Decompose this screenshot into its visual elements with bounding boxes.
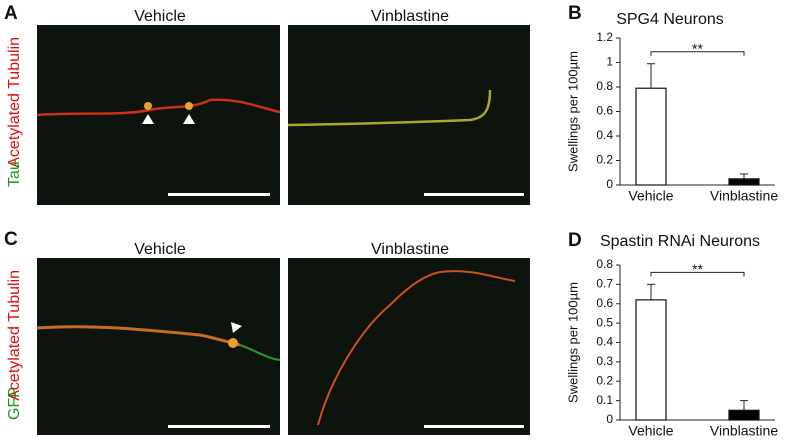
significance-bracket — [650, 271, 745, 277]
y-tick-label: 0.6 — [596, 296, 613, 310]
y-tick-label: 0.2 — [596, 153, 613, 167]
stain-red: Acetylated Tubulin — [6, 270, 23, 401]
x-tick-label: Vinblastine — [710, 188, 778, 204]
neurite — [287, 89, 492, 127]
stain-green: GFP — [6, 387, 23, 420]
panel-label: C — [4, 229, 18, 250]
y-tick-label: 0.8 — [596, 257, 613, 271]
condition-title: Vehicle — [134, 8, 186, 25]
panel-label: A — [4, 3, 18, 24]
significance-label: ** — [692, 261, 703, 277]
stain-label: Acetylated TubulinTau — [6, 37, 23, 187]
bar — [728, 178, 760, 186]
neurite — [317, 270, 516, 426]
stain-green: Tau — [6, 161, 23, 187]
neurite — [36, 98, 281, 117]
neurite — [36, 325, 241, 347]
chart-title: SPG4 Neurons — [616, 11, 724, 28]
swelling — [185, 102, 193, 110]
significance-label: ** — [692, 40, 703, 56]
y-tick-label: 0.4 — [596, 128, 613, 142]
scale-bar — [424, 425, 524, 428]
chart-title: Spastin RNAi Neurons — [600, 233, 760, 250]
x-tick-label: Vehicle — [628, 423, 673, 439]
y-axis-label: Swellings per 100µm — [565, 51, 580, 172]
bar — [635, 87, 667, 186]
neurite — [239, 344, 281, 361]
arrowhead — [231, 322, 242, 333]
y-tick-label: 0.8 — [596, 79, 613, 93]
micrograph — [37, 25, 280, 205]
arrowhead — [183, 114, 195, 124]
condition-title: Vinblastine — [371, 8, 449, 25]
y-tick-label: 0.5 — [596, 315, 613, 329]
y-axis-label: Swellings per 100µm — [565, 282, 580, 403]
y-tick-label: 0 — [606, 177, 613, 191]
y-tick-label: 1 — [606, 55, 613, 69]
swelling — [228, 338, 238, 348]
stain-red: Acetylated Tubulin — [6, 37, 23, 168]
x-tick-label: Vinblastine — [710, 423, 778, 439]
micrograph — [288, 25, 530, 205]
scale-bar — [168, 425, 270, 428]
bar — [728, 409, 760, 421]
condition-title: Vehicle — [134, 241, 186, 258]
panel-label: D — [568, 230, 582, 251]
y-tick-label: 0.1 — [596, 393, 613, 407]
panel-label: B — [568, 3, 582, 24]
y-tick-label: 0.3 — [596, 354, 613, 368]
scale-bar — [168, 193, 270, 196]
significance-bracket — [650, 51, 745, 56]
micrograph — [37, 258, 280, 435]
bar — [635, 299, 667, 421]
condition-title: Vinblastine — [371, 241, 449, 258]
y-tick-label: 0 — [606, 412, 613, 426]
scale-bar — [424, 193, 524, 196]
x-tick-label: Vehicle — [628, 188, 673, 204]
y-tick-label: 0.2 — [596, 373, 613, 387]
y-tick-label: 0.6 — [596, 104, 613, 118]
y-tick-label: 1.2 — [596, 30, 613, 44]
micrograph — [288, 258, 530, 435]
stain-label: Acetylated TubulinGFP — [6, 270, 23, 420]
arrowhead — [142, 114, 154, 124]
swelling — [144, 102, 152, 110]
y-tick-label: 0.4 — [596, 335, 613, 349]
y-tick-label: 0.7 — [596, 277, 613, 291]
